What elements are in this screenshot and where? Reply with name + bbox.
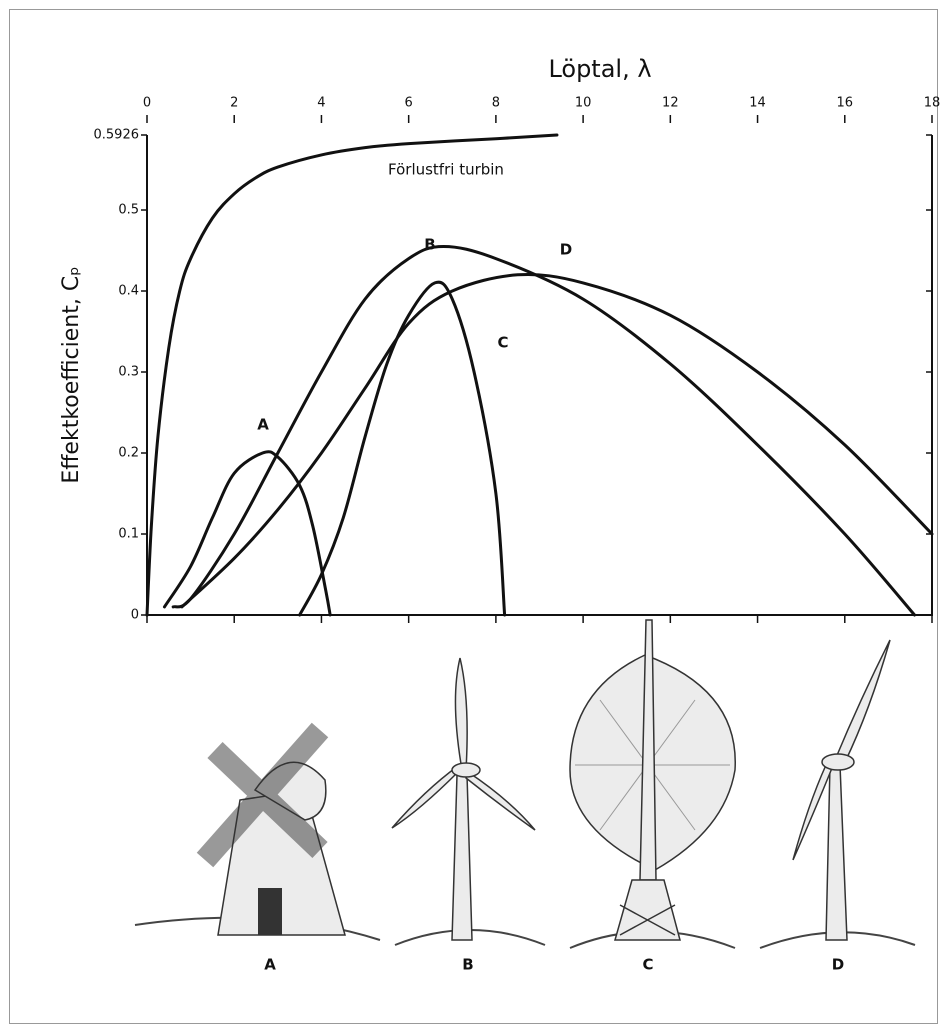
curve xyxy=(180,273,934,609)
windmill-door xyxy=(258,888,282,935)
x-tick-label: 14 xyxy=(749,96,766,111)
lattice xyxy=(619,904,676,936)
illustration-label: A xyxy=(264,956,276,974)
y-axis-title: Effektkoefficient, Cₚ xyxy=(59,266,84,483)
x-tick-label: 18 xyxy=(924,96,941,111)
x-tick-label: 4 xyxy=(317,96,325,111)
base xyxy=(614,879,681,941)
y-tick-label: 0.2 xyxy=(118,446,139,461)
blade xyxy=(792,763,833,861)
illustration-label: B xyxy=(462,956,473,974)
curve-label: C xyxy=(497,334,508,352)
y-tick-label: 0.5926 xyxy=(94,128,140,143)
curve-label: B xyxy=(424,236,435,254)
illustrations xyxy=(134,619,916,949)
curve xyxy=(145,133,559,617)
x-tick-label: 10 xyxy=(575,96,592,111)
curve-label: Förlustfri turbin xyxy=(388,161,504,179)
windmill-sails xyxy=(196,722,329,868)
y-tick-label: 0.4 xyxy=(118,284,139,299)
y-tick-label: 0 xyxy=(131,608,139,623)
plot-frame xyxy=(146,135,933,616)
illustration-label: D xyxy=(832,956,844,974)
blade xyxy=(465,770,536,831)
illustration-label: C xyxy=(642,956,653,974)
curve xyxy=(298,280,507,617)
blade xyxy=(833,639,891,763)
y-tick-label: 0.5 xyxy=(118,203,139,218)
x-tick-label: 6 xyxy=(405,96,413,111)
x-tick-label: 0 xyxy=(143,96,151,111)
x-tick-label: 12 xyxy=(662,96,679,111)
x-tick-label: 8 xyxy=(492,96,500,111)
x-tick-label: 16 xyxy=(837,96,854,111)
nacelle xyxy=(451,762,481,778)
blade xyxy=(454,657,468,771)
curve xyxy=(162,450,332,617)
x-axis-title: Löptal, λ xyxy=(548,55,651,83)
nacelle xyxy=(821,753,855,771)
y-tick-label: 0.1 xyxy=(118,527,139,542)
curve-label: A xyxy=(257,416,269,434)
curve xyxy=(171,244,917,617)
curve-label: D xyxy=(560,241,572,259)
y-tick-label: 0.3 xyxy=(118,365,139,380)
frame xyxy=(9,9,938,1024)
blade xyxy=(391,764,459,829)
x-tick-label: 2 xyxy=(230,96,238,111)
